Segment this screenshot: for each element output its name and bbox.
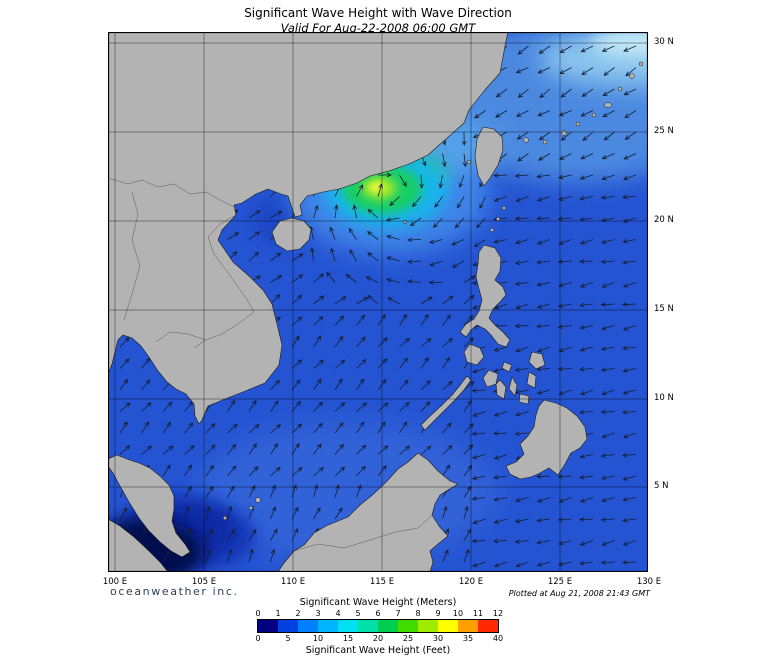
- legend-color-swatch: [458, 620, 478, 632]
- land-malay-peninsula: [107, 454, 191, 558]
- legend-feet-tick: 15: [342, 634, 354, 643]
- country-borders: [107, 177, 433, 552]
- legend-feet-tick: 5: [285, 634, 291, 643]
- y-axis-label: 15 N: [654, 304, 674, 314]
- legend-color-swatch: [418, 620, 438, 632]
- legend-feet-tick: 40: [492, 634, 504, 643]
- legend-meters-tick: 6: [375, 609, 381, 618]
- y-axis-label: 25 N: [654, 126, 674, 136]
- land-visayas: [482, 351, 546, 405]
- landmass: [107, 31, 644, 573]
- land-borneo: [277, 452, 459, 573]
- legend-meters-tick: 8: [415, 609, 421, 618]
- legend-color-swatch: [298, 620, 318, 632]
- legend-meters-tick: 10: [452, 609, 464, 618]
- x-axis-label: 130 E: [636, 577, 662, 587]
- legend-meters-tick: 9: [435, 609, 441, 618]
- wave-height-map: [80, 22, 730, 586]
- legend-color-swatch: [398, 620, 418, 632]
- legend-feet-label: Significant Wave Height (Feet): [305, 645, 451, 656]
- map-border: [107, 31, 649, 573]
- land-mindanao: [505, 399, 588, 480]
- legend-meters-tick: 4: [335, 609, 341, 618]
- plotted-timestamp: Plotted at Aug 21, 2008 21:43 GMT: [508, 589, 650, 598]
- x-axis-label: 100 E: [102, 577, 128, 587]
- legend-meters-tick: 2: [295, 609, 301, 618]
- legend-meters-label: Significant Wave Height (Meters): [299, 597, 457, 608]
- legend-feet-tick: 35: [462, 634, 474, 643]
- legend-meters-tick: 12: [492, 609, 504, 618]
- legend-feet-tick: 0: [255, 634, 261, 643]
- legend-colorbar: [257, 619, 499, 633]
- map-area: [80, 22, 730, 586]
- chart-subtitle: Valid For Aug-22-2008 06:00 GMT: [280, 21, 476, 35]
- legend-feet-tick: 30: [432, 634, 444, 643]
- legend-color-swatch: [258, 620, 278, 632]
- legend-meters-tick: 0: [255, 609, 261, 618]
- legend-color-swatch: [338, 620, 358, 632]
- legend-meters-tick: 5: [355, 609, 361, 618]
- grid-lines: [108, 32, 648, 572]
- legend-color-swatch: [358, 620, 378, 632]
- land-luzon: [459, 244, 511, 348]
- legend-color-swatch: [478, 620, 498, 632]
- legend-feet-tick: 10: [312, 634, 324, 643]
- y-axis-label: 20 N: [654, 215, 674, 225]
- legend-meters-tick: 1: [275, 609, 281, 618]
- land-hainan: [271, 217, 312, 252]
- legend-feet-tick: 20: [372, 634, 384, 643]
- legend-meters-tick: 7: [395, 609, 401, 618]
- legend-feet-tick: 25: [402, 634, 414, 643]
- legend-meters-tick: 3: [315, 609, 321, 618]
- x-axis-label: 105 E: [191, 577, 217, 587]
- legend-color-swatch: [278, 620, 298, 632]
- x-axis-label: 120 E: [458, 577, 484, 587]
- legend-color-swatch: [438, 620, 458, 632]
- x-axis-label: 125 E: [547, 577, 573, 587]
- x-axis-label: 110 E: [280, 577, 306, 587]
- land-taiwan: [474, 126, 504, 187]
- legend-feet-ticks: 0 5 10 15 20 25 30 35 40: [255, 634, 503, 644]
- y-axis-label: 30 N: [654, 37, 674, 47]
- land-mindoro: [463, 343, 485, 366]
- y-axis-label: 5 N: [654, 481, 669, 491]
- x-axis-label: 115 E: [369, 577, 395, 587]
- oceanweather-logo: oceanweather inc.: [110, 585, 239, 598]
- chart-header: Significant Wave Height with Wave Direct…: [108, 6, 648, 35]
- small-islands: [222, 61, 644, 521]
- legend-meters-tick: 11: [472, 609, 484, 618]
- legend-color-swatch: [318, 620, 338, 632]
- legend: Significant Wave Height (Meters) 0 1 2 3…: [108, 597, 648, 656]
- legend-meters-ticks: 0 1 2 3 4 5 6 7 8 9 10 11 12: [255, 609, 503, 619]
- chart-title: Significant Wave Height with Wave Direct…: [244, 6, 512, 20]
- y-axis-label: 10 N: [654, 393, 674, 403]
- land-asia-mainland: [107, 31, 509, 425]
- legend-color-swatch: [378, 620, 398, 632]
